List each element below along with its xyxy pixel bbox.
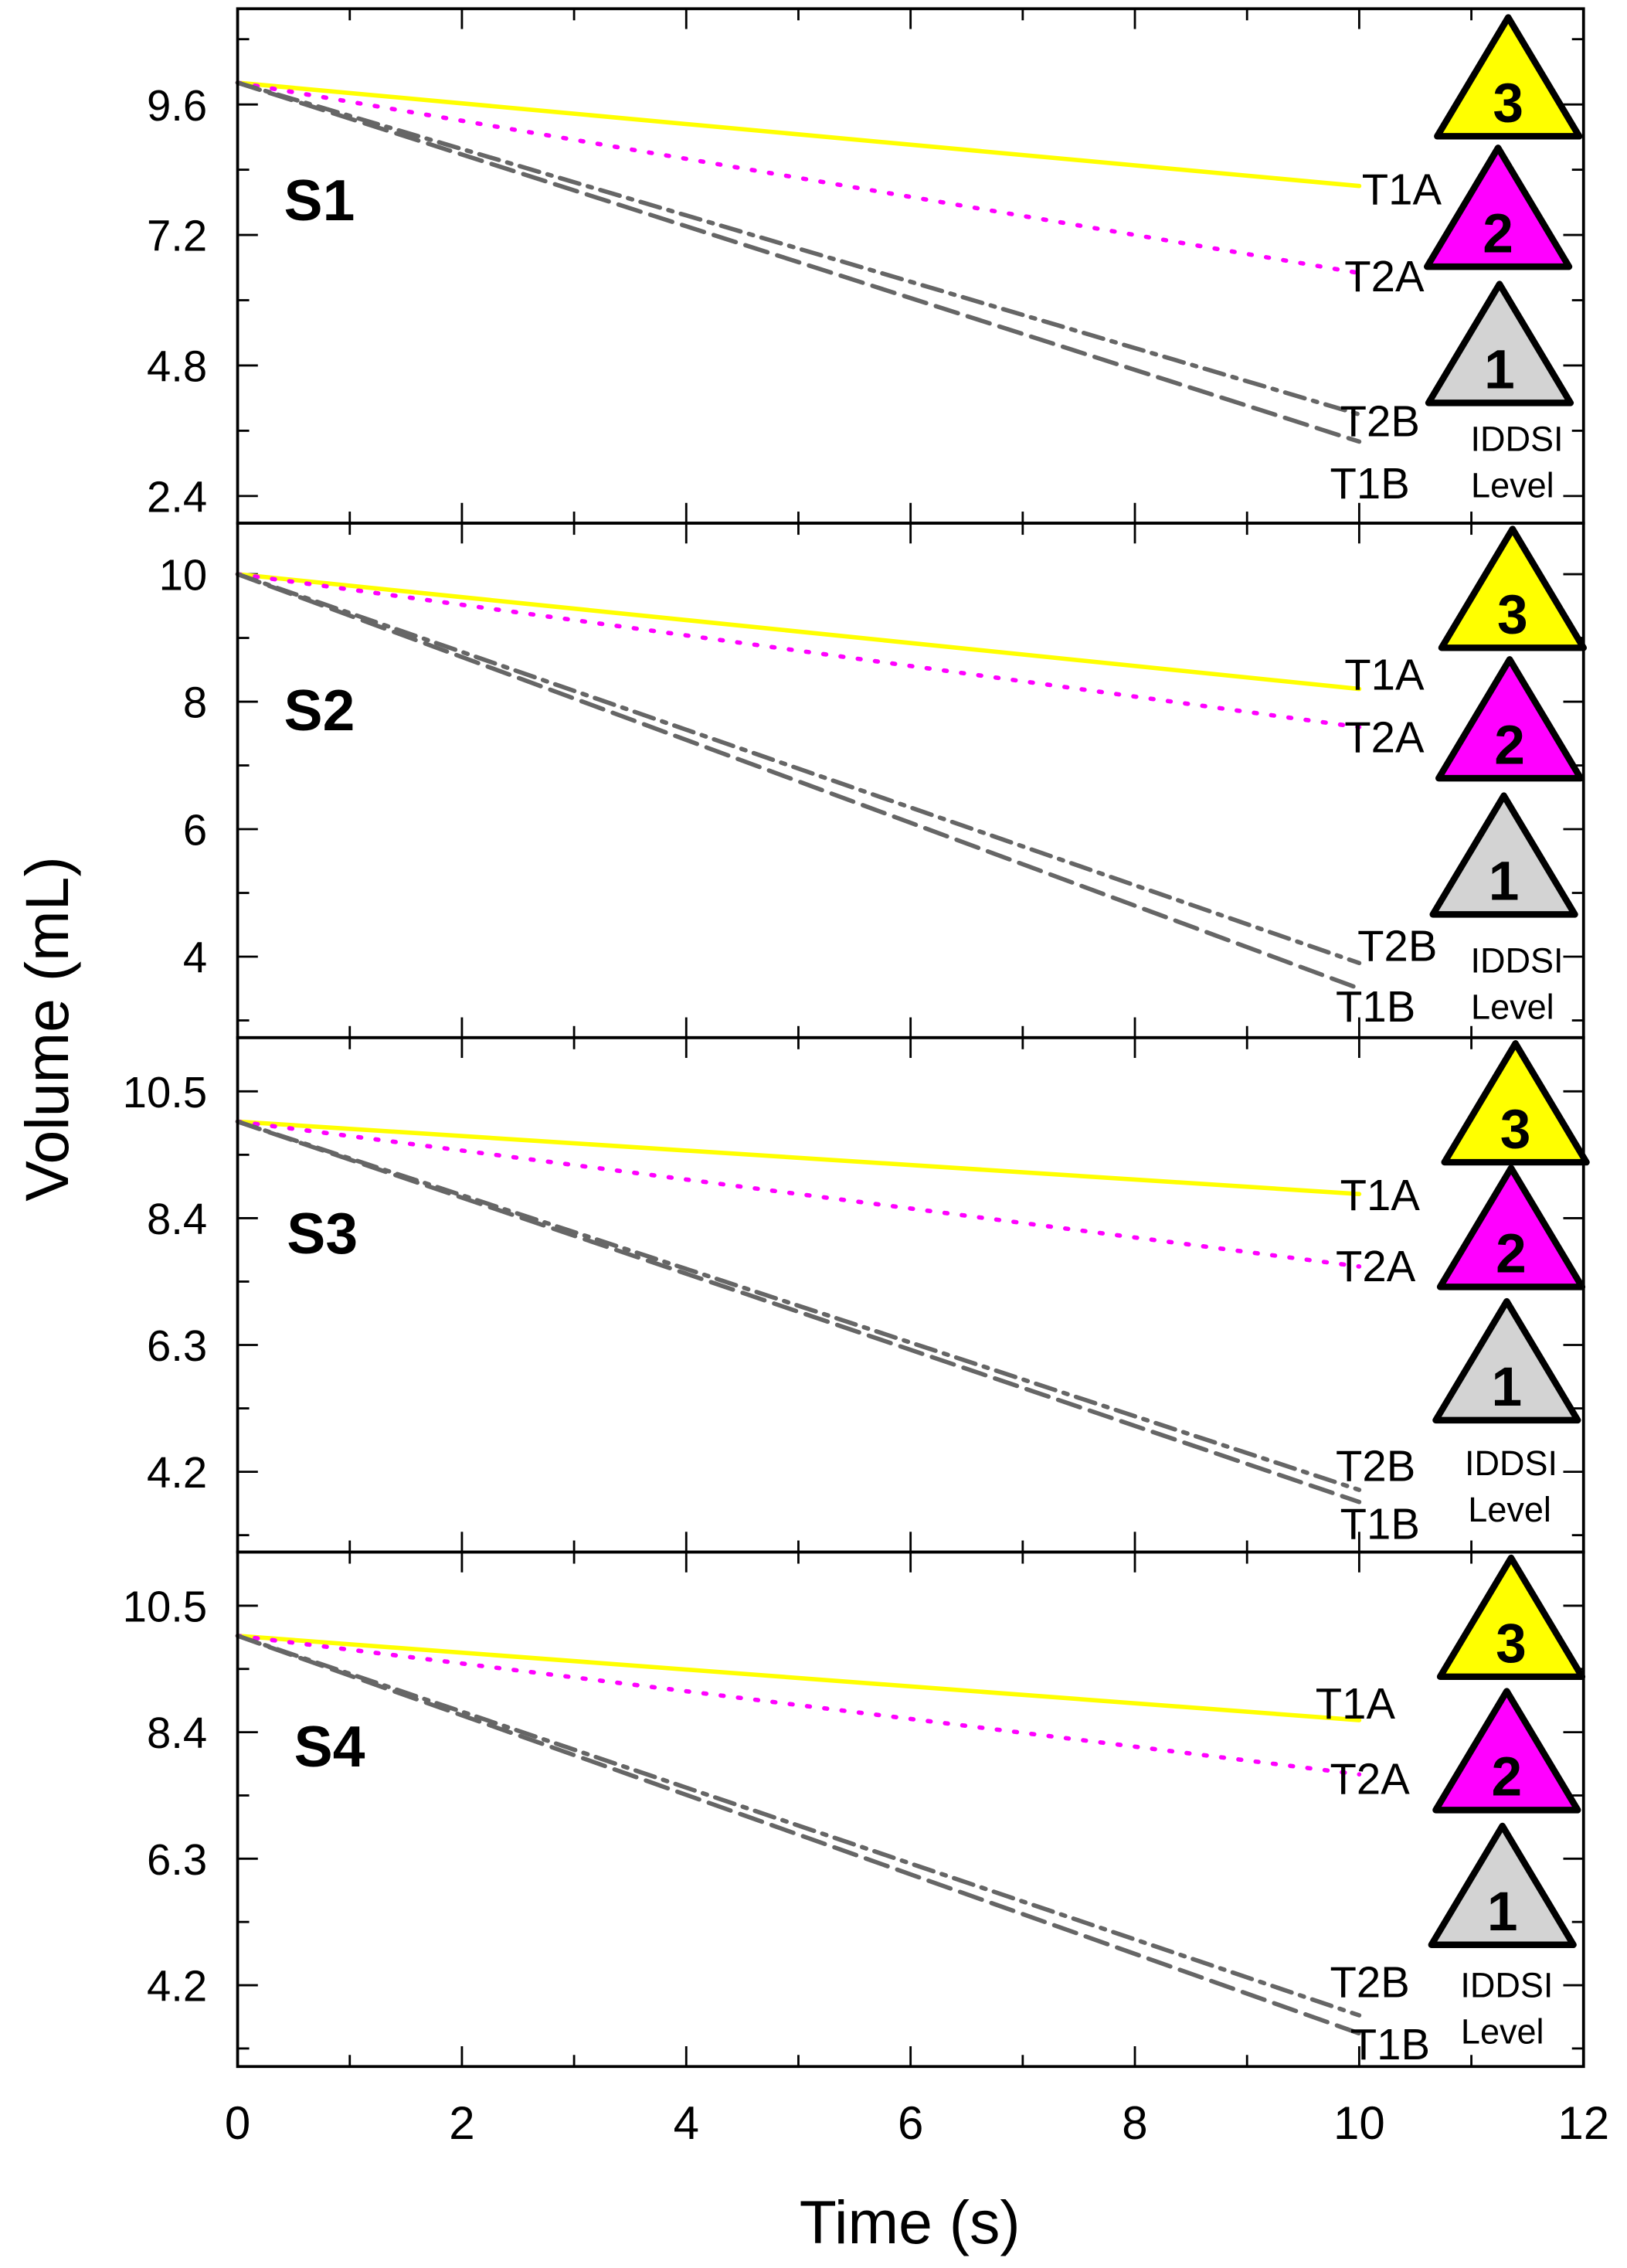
series-label-t1a: T1A: [1316, 1679, 1396, 1728]
series-label-t2b: T2B: [1336, 1442, 1415, 1491]
series-label-t2a: T2A: [1344, 712, 1425, 761]
y-tick-label: 10.5: [123, 1068, 207, 1117]
series-label-t1b: T1B: [1340, 1500, 1420, 1549]
series-line-t2a: [235, 1634, 1362, 1777]
series-line-t1b: [235, 80, 1362, 444]
x-tick-label: 6: [898, 2097, 923, 2149]
x-tick-label: 0: [225, 2097, 250, 2149]
y-tick-label: 8.4: [147, 1195, 207, 1243]
series-label-t1a: T1A: [1340, 1171, 1421, 1219]
y-axis-label: Volume (mL): [13, 856, 81, 1201]
panel-s4: 4.2 6.3 8.4 10.5 T1A T2A T2B T1B 3 2 1 IDDSI Level S4: [123, 1550, 1586, 2069]
iddsi-level-2-icon: [1436, 1165, 1586, 1290]
y-tick-label: 10.5: [123, 1583, 207, 1631]
iddsi-level-2-icon: [1435, 656, 1585, 782]
iddsi-level-label: 2: [1494, 714, 1525, 776]
iddsi-level-3-icon: [1438, 525, 1587, 651]
iddsi-level-label: 1: [1492, 1356, 1523, 1418]
iddsi-level-2-icon: [1432, 1688, 1581, 1814]
series-line-t1a: [235, 572, 1362, 692]
x-tick-label: 4: [674, 2097, 699, 2149]
y-tick-label: 9.6: [147, 81, 207, 130]
iddsi-level-label: 2: [1492, 1746, 1523, 1808]
panel-label: S3: [287, 1201, 358, 1266]
series-label-t2b: T2B: [1340, 397, 1420, 446]
series-label-t2a: T2A: [1336, 1242, 1416, 1290]
series-line-t1a: [235, 80, 1362, 189]
iddsi-level-label: 1: [1487, 1881, 1518, 1943]
series-label-t1b: T1B: [1350, 2020, 1430, 2069]
y-tick-label: 4.2: [147, 1448, 207, 1497]
series-line-t2b: [235, 1119, 1362, 1492]
y-tick-label: 6: [183, 806, 207, 855]
iddsi-level-label: 2: [1483, 202, 1513, 264]
series-line-t2b: [235, 1634, 1362, 2018]
iddsi-level-2-icon: [1423, 145, 1573, 270]
iddsi-level-label: 2: [1496, 1223, 1527, 1285]
x-tick-label: 8: [1122, 2097, 1147, 2149]
series-label-t2a: T2A: [1344, 252, 1425, 301]
series-line-t2a: [235, 572, 1362, 729]
y-tick-label: 10: [159, 551, 208, 600]
series-line-t1b: [235, 1634, 1362, 2036]
panel-s1: 2.4 4.8 7.2 9.6 T1A T2A T2B T1B 3 2 1 IDDSI Level S1: [147, 7, 1585, 525]
iddsi-level-1-icon: [1432, 1297, 1581, 1424]
iddsi-level-label: 3: [1500, 1098, 1531, 1160]
series-label-t2b: T2B: [1357, 921, 1437, 970]
series-label-t1b: T1B: [1330, 459, 1410, 508]
legend-title-iddsi: IDDSI: [1465, 1443, 1557, 1483]
y-tick-label: 4: [183, 933, 207, 982]
iddsi-level-label: 3: [1497, 584, 1528, 646]
series-line-t2b: [235, 572, 1362, 966]
iddsi-level-3-icon: [1441, 1040, 1590, 1166]
iddsi-level-1-icon: [1429, 792, 1578, 918]
legend-title-level: Level: [1471, 987, 1554, 1026]
legend-title-level: Level: [1471, 465, 1554, 505]
series-label-t1b: T1B: [1336, 982, 1415, 1031]
panel-s2: 4 6 8 10 T1A T2A T2B T1B 3 2 1 IDDSI Level S2: [159, 522, 1587, 1039]
series-label-t1a: T1A: [1344, 651, 1425, 699]
iddsi-level-label: 1: [1484, 339, 1515, 401]
series-line-t1b: [235, 1119, 1362, 1505]
series-line-t2b: [235, 80, 1362, 417]
iddsi-level-3-icon: [1436, 1554, 1586, 1681]
legend-title-iddsi: IDDSI: [1470, 940, 1563, 980]
x-tick-label: 2: [449, 2097, 474, 2149]
legend-title-iddsi: IDDSI: [1460, 1965, 1553, 2004]
y-tick-label: 7.2: [147, 212, 207, 260]
iddsi-level-label: 1: [1489, 851, 1520, 913]
panel-frame: [236, 1550, 1585, 2069]
series-line-t1a: [235, 1634, 1362, 1722]
panel-label: S1: [284, 168, 355, 233]
series-line-t1a: [235, 1119, 1362, 1196]
series-line-t1b: [235, 572, 1362, 991]
y-tick-label: 6.3: [147, 1835, 207, 1884]
y-tick-label: 6.3: [147, 1321, 207, 1370]
x-tick-label: 10: [1333, 2097, 1385, 2149]
legend-title-iddsi: IDDSI: [1470, 419, 1563, 458]
iddsi-level-1-icon: [1428, 1822, 1577, 1948]
legend-title-level: Level: [1468, 1490, 1551, 1529]
series-label-t2a: T2A: [1330, 1755, 1411, 1804]
legend-title-level: Level: [1461, 2011, 1544, 2051]
y-tick-label: 2.4: [147, 472, 207, 521]
series-label-t1a: T1A: [1362, 165, 1442, 213]
y-tick-label: 4.8: [147, 342, 207, 391]
iddsi-level-label: 3: [1493, 73, 1523, 134]
panel-s3: 4.2 6.3 8.4 10.5 T1A T2A T2B T1B 3 2 1 IDDSI Level S3: [123, 1035, 1590, 1554]
x-axis-label: Time (s): [800, 2188, 1021, 2256]
x-tick-label: 12: [1557, 2097, 1609, 2149]
iddsi-level-3-icon: [1434, 14, 1583, 140]
series-label-t2b: T2B: [1330, 1957, 1410, 2006]
iddsi-level-label: 3: [1496, 1613, 1527, 1675]
y-tick-label: 4.2: [147, 1962, 207, 2011]
iddsi-level-1-icon: [1425, 281, 1574, 406]
panel-label: S4: [294, 1714, 365, 1779]
panel-label: S2: [284, 678, 355, 743]
series-line-t2a: [235, 80, 1362, 276]
y-tick-label: 8: [183, 678, 207, 727]
series-line-t2a: [235, 1119, 1362, 1269]
y-tick-label: 8.4: [147, 1709, 207, 1757]
